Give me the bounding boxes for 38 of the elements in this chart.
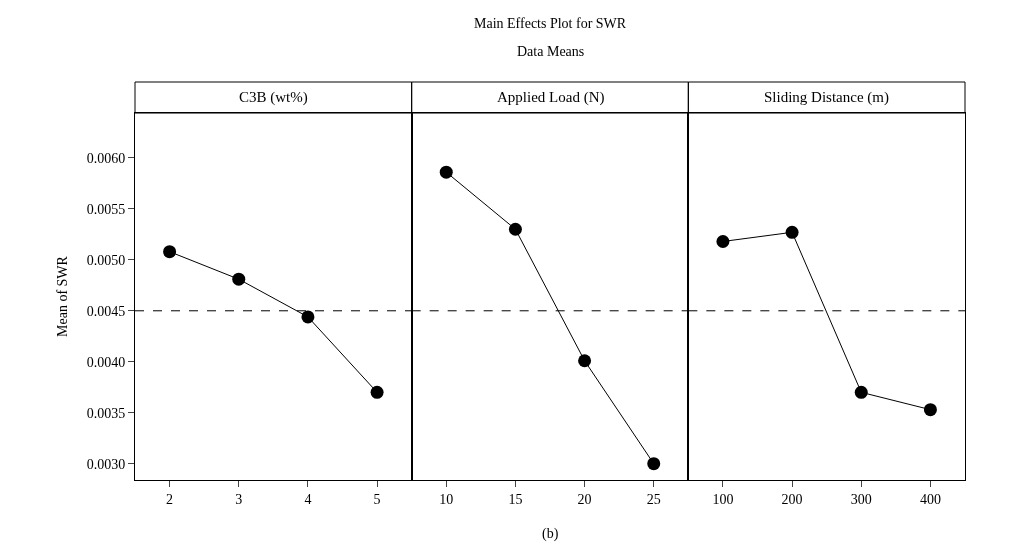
x-tick-label: 300 bbox=[850, 491, 872, 507]
x-tick-label: 2 bbox=[166, 491, 174, 507]
y-tick-label: 0.0035 bbox=[86, 405, 126, 421]
chart-title: Sliding Distance (m) bbox=[764, 89, 889, 106]
x-tick-label: 20 bbox=[577, 491, 592, 507]
x-tick-label: 3 bbox=[235, 491, 243, 507]
point bbox=[785, 225, 799, 239]
y-tick-label: 0.0040 bbox=[86, 354, 126, 370]
text: (b) bbox=[542, 526, 559, 542]
y-tick-label: 0.0055 bbox=[86, 201, 126, 217]
chart-title: C3B (wt%) bbox=[239, 89, 308, 106]
point bbox=[232, 272, 246, 286]
y-tick-label: 0.0030 bbox=[86, 456, 126, 472]
point bbox=[439, 165, 453, 179]
point bbox=[923, 403, 937, 417]
point bbox=[716, 234, 730, 248]
text: Data Means bbox=[517, 44, 585, 59]
y-tick-label: 0.0045 bbox=[86, 303, 126, 319]
point bbox=[854, 385, 868, 399]
x-tick-label: 10 bbox=[439, 491, 454, 507]
y-tick-label: 0.0060 bbox=[86, 150, 126, 166]
point bbox=[508, 222, 522, 236]
point bbox=[163, 245, 177, 259]
point bbox=[370, 385, 384, 399]
y-tick-label: 0.0050 bbox=[86, 252, 126, 268]
point bbox=[647, 457, 661, 471]
text: Main Effects Plot for SWR bbox=[474, 16, 627, 31]
chart-title: Applied Load (N) bbox=[497, 89, 605, 106]
x-tick-label: 25 bbox=[646, 491, 661, 507]
x-tick-label: 15 bbox=[508, 491, 523, 507]
y-axis-title: Mean of SWR bbox=[55, 255, 71, 337]
point bbox=[301, 310, 315, 324]
x-tick-label: 400 bbox=[919, 491, 941, 507]
x-tick-label: 100 bbox=[712, 491, 734, 507]
x-tick-label: 4 bbox=[304, 491, 312, 507]
x-tick-label: 200 bbox=[781, 491, 803, 507]
point bbox=[578, 354, 592, 368]
x-tick-label: 5 bbox=[373, 491, 381, 507]
